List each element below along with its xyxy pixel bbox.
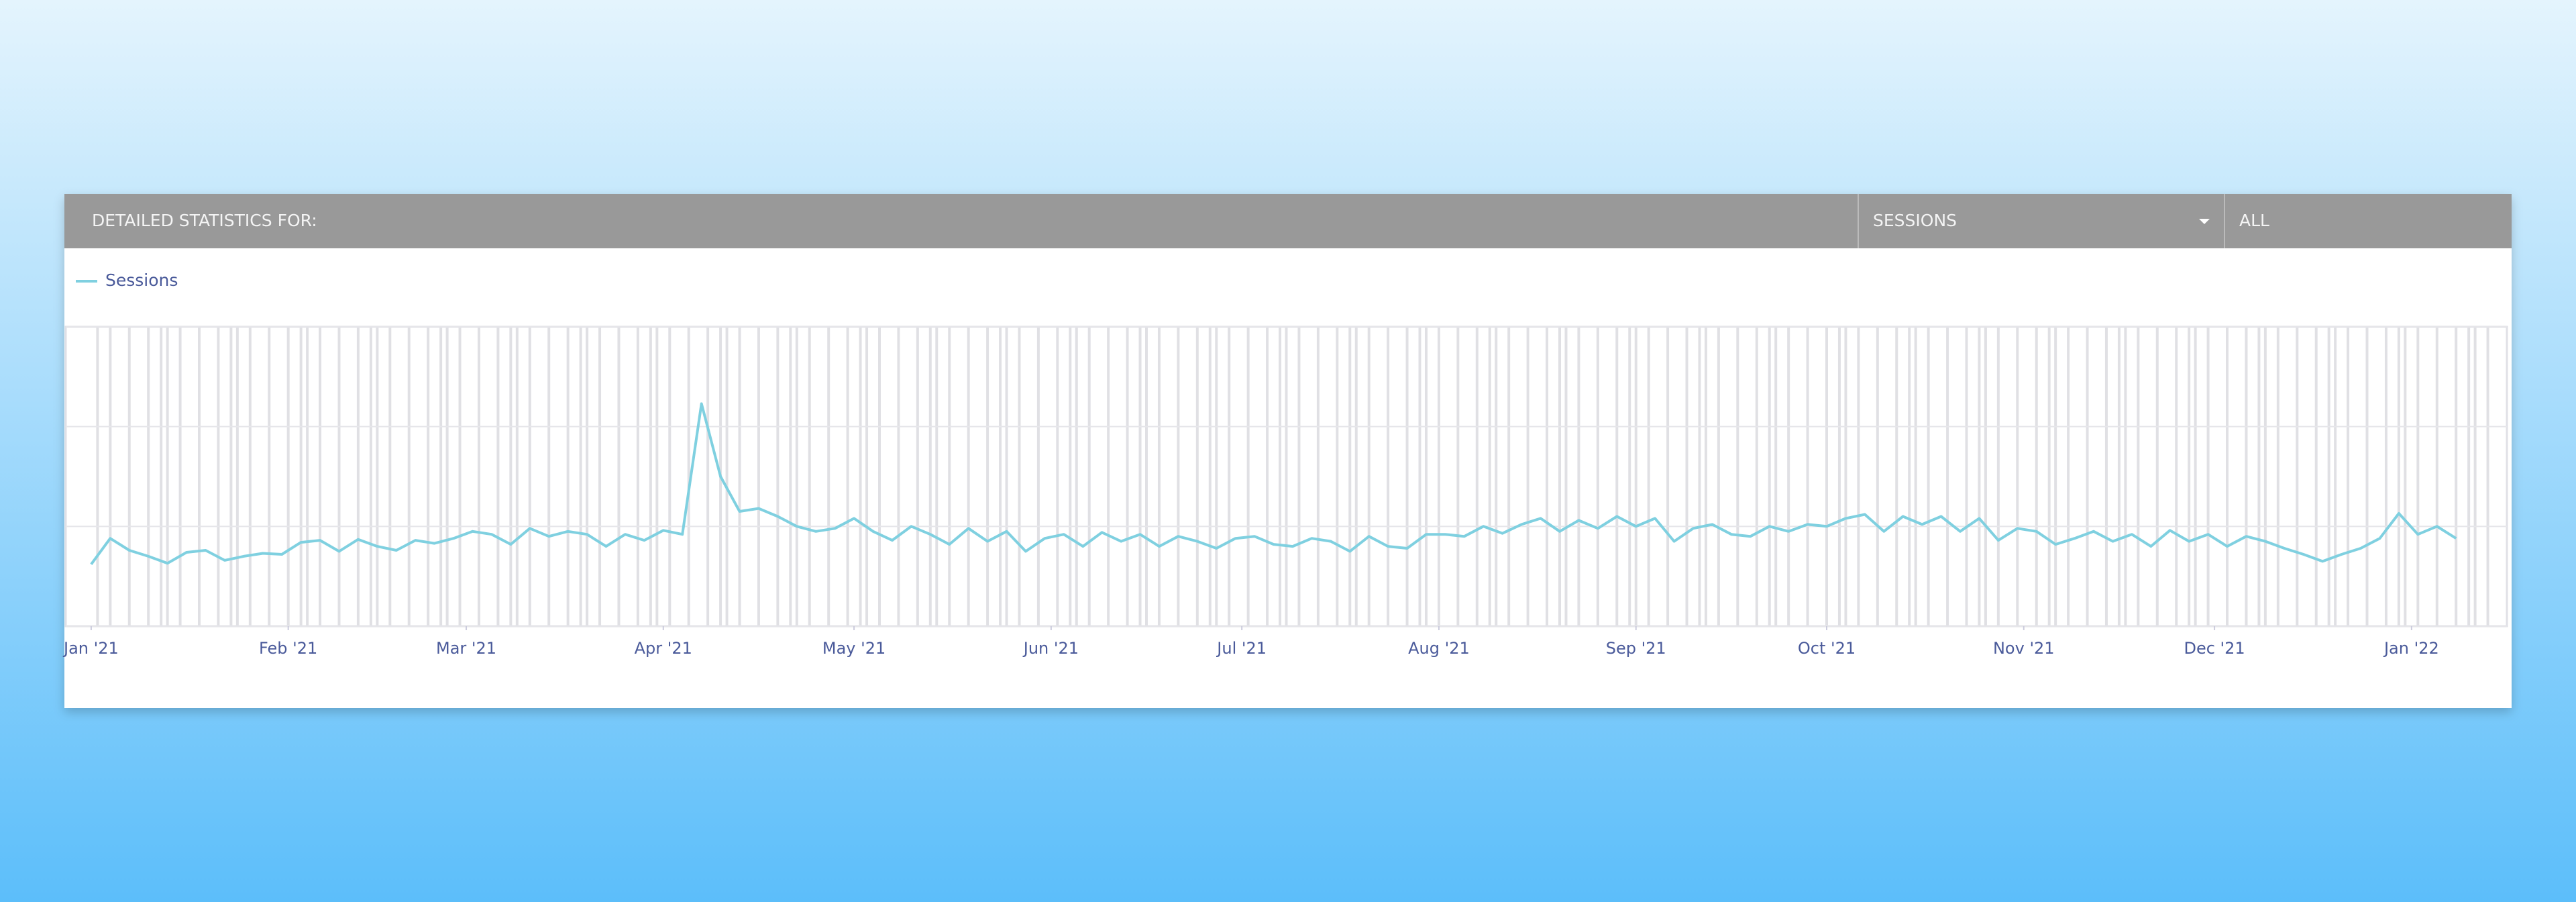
header-bar (64, 194, 2512, 248)
legend-label: Sessions (105, 270, 178, 290)
x-tick-label: Feb '21 (259, 639, 317, 658)
x-tick-label: Jan '22 (2383, 639, 2439, 658)
x-tick-label: Jun '21 (1022, 639, 1079, 658)
card (64, 194, 2512, 708)
series-line (90, 402, 2457, 565)
x-tick-label: Jan '21 (62, 639, 119, 658)
x-tick-label: Sep '21 (1606, 639, 1666, 658)
plot: Jan '21 Feb '21 Mar '21 Apr '21 May '21 Jun '… (62, 270, 2508, 658)
x-tick-label: Mar '21 (436, 639, 496, 658)
dropdown-arrow[interactable] (2199, 219, 2210, 224)
x-tick-label: Aug '21 (1408, 639, 1470, 658)
filter-select[interactable]: ALL (2239, 211, 2269, 230)
x-tick-label: May '21 (822, 639, 885, 658)
header-title: DETAILED STATISTICS FOR: (92, 211, 317, 230)
x-tick-label: Nov '21 (1993, 639, 2055, 658)
x-tick-label: Oct '21 (1798, 639, 1856, 658)
x-tick-label: Jul '21 (1216, 639, 1267, 658)
x-tick-label: Dec '21 (2184, 639, 2245, 658)
x-tick-label: Apr '21 (635, 639, 692, 658)
metric-select[interactable]: SESSIONS (1873, 211, 1957, 230)
